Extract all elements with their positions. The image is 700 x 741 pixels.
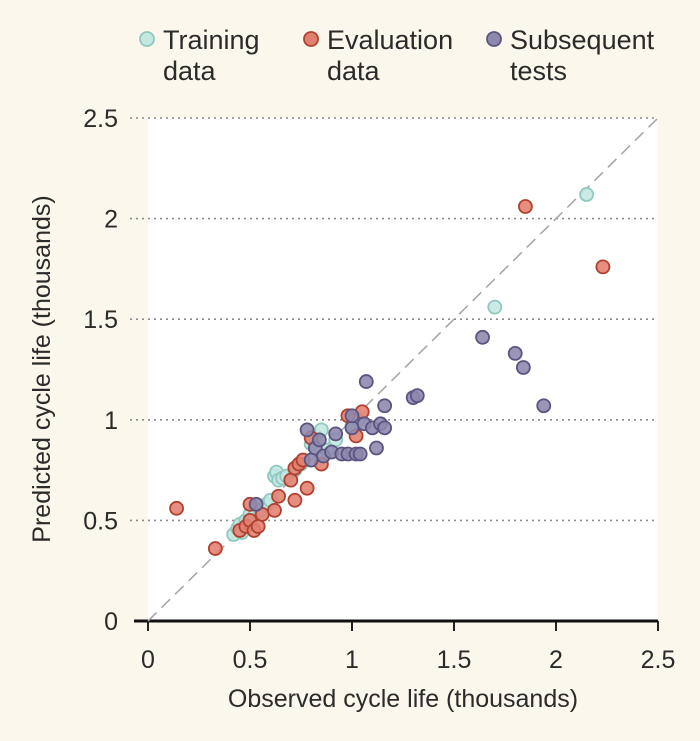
data-point: [377, 398, 393, 414]
data-point: [515, 360, 531, 375]
data-point: [283, 472, 299, 488]
y-tick-label: 1.5: [83, 306, 118, 334]
x-tick-label: 1: [345, 646, 359, 674]
data-point: [518, 199, 533, 214]
legend-label: data: [163, 56, 217, 86]
data-point: [250, 519, 266, 534]
data-point: [311, 432, 327, 448]
data-point: [507, 346, 523, 361]
legend-marker: [303, 31, 319, 47]
data-point: [536, 398, 552, 414]
data-point: [169, 500, 184, 516]
data-point: [344, 408, 360, 424]
x-tick-label: 0: [141, 646, 155, 674]
data-point: [595, 259, 611, 275]
data-point: [475, 329, 490, 345]
legend-marker: [486, 31, 502, 47]
y-tick-label: 2: [104, 206, 118, 234]
data-point: [358, 374, 374, 389]
data-point: [328, 426, 344, 442]
x-tick-label: 2.5: [641, 646, 676, 674]
data-point: [377, 420, 393, 436]
data-point: [369, 440, 384, 456]
legend-label: Evaluation: [327, 25, 453, 55]
series-subsequent-tests: [248, 329, 552, 512]
data-point: [409, 388, 425, 404]
data-point: [299, 422, 315, 438]
data-point: [299, 480, 315, 496]
data-point: [248, 496, 264, 512]
data-point: [267, 502, 282, 518]
y-tick-label: 2.5: [83, 105, 118, 133]
x-tick-label: 0.5: [233, 646, 268, 674]
x-axis-title: Observed cycle life (thousands): [228, 685, 578, 713]
data-point: [344, 420, 360, 436]
y-tick-label: 0.5: [83, 507, 118, 535]
y-tick-label: 0: [104, 608, 118, 636]
legend-label: Subsequent: [510, 25, 655, 55]
y-axis-title: Predicted cycle life (thousands): [28, 195, 56, 542]
y-tick-label: 1: [104, 407, 118, 435]
data-point: [352, 446, 368, 462]
legend-label: tests: [510, 56, 567, 86]
data-point: [271, 488, 286, 504]
data-point: [579, 187, 594, 202]
legend-label: Training: [163, 25, 260, 55]
data-point: [207, 541, 223, 556]
data-point: [287, 492, 303, 508]
data-point: [487, 299, 503, 315]
x-tick-label: 2: [549, 646, 563, 674]
legend-label: data: [327, 56, 381, 86]
data-point: [303, 452, 319, 468]
x-tick-label: 1.5: [437, 646, 472, 674]
legend-marker: [139, 31, 155, 47]
